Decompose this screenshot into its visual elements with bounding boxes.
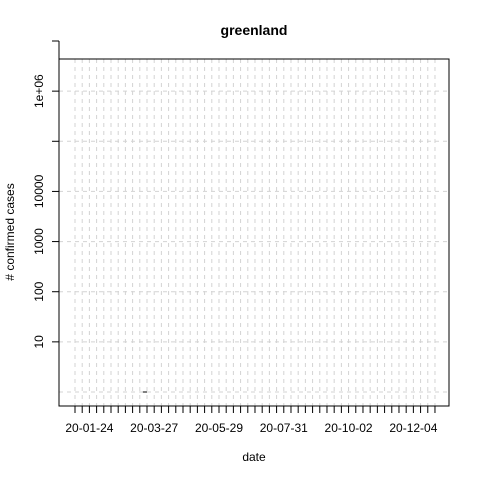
y-tick-label: 1000	[32, 228, 46, 255]
x-tick-label: 20-07-31	[260, 421, 308, 435]
y-axis: 10 100 1000 10000 1e+06	[32, 40, 60, 349]
x-axis-label: date	[242, 450, 266, 464]
x-tick-label: 20-03-27	[130, 421, 178, 435]
y-axis-label: # confirmed cases	[3, 183, 17, 280]
y-tick-label: 10000	[32, 174, 46, 208]
plot-box	[58, 58, 450, 407]
x-axis: 20-01-24 20-03-27 20-05-29 20-07-31 20-10-02…	[65, 405, 438, 435]
x-tick-label: 20-05-29	[195, 421, 243, 435]
x-tick-label: 20-12-04	[389, 421, 437, 435]
x-tick-label: 20-10-02	[325, 421, 373, 435]
x-tick-label: 20-01-24	[65, 421, 113, 435]
y-tick-label: 1e+06	[32, 74, 46, 108]
chart-title: greenland	[221, 22, 288, 38]
grid-layer	[59, 59, 449, 406]
y-tick-label: 100	[32, 281, 46, 301]
y-tick-label: 10	[32, 335, 46, 349]
